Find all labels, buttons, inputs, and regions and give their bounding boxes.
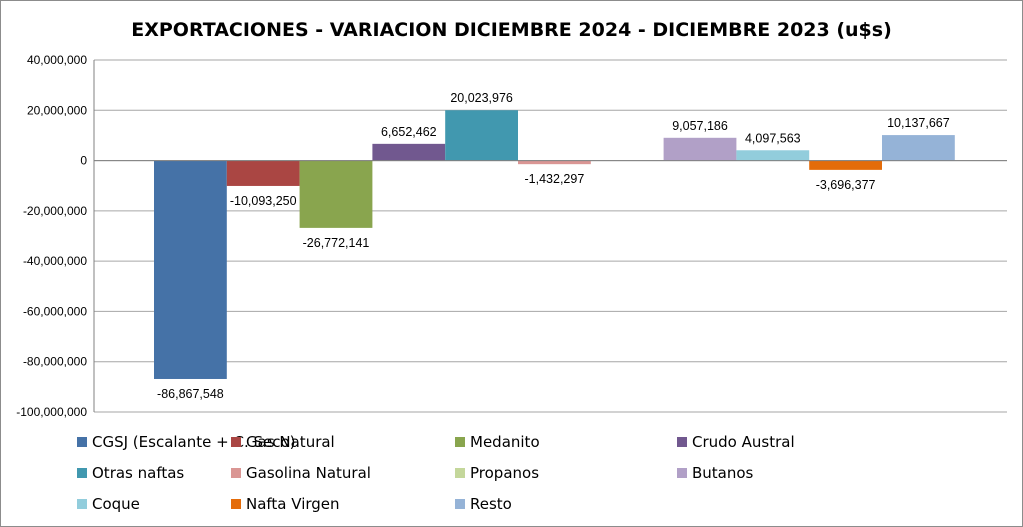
y-tick-label: -60,000,000 (23, 304, 87, 318)
y-tick-label: -40,000,000 (23, 254, 87, 268)
bar (882, 135, 955, 161)
bar (445, 110, 518, 161)
legend-label: CGSJ (Escalante + C. Seco) (92, 433, 296, 451)
legend-swatch (677, 468, 687, 478)
y-tick-label: 40,000,000 (27, 53, 87, 67)
legend-label: Gasolina Natural (246, 464, 371, 482)
bar (809, 160, 882, 170)
legend-item: Coque (77, 493, 140, 515)
legend-label: Nafta Virgen (246, 495, 340, 513)
legend-label: Otras naftas (92, 464, 185, 482)
legend-item: Butanos (677, 462, 753, 484)
legend-swatch (455, 499, 465, 509)
legend-item: Nafta Virgen (231, 493, 340, 515)
data-label: -1,432,297 (525, 172, 585, 186)
legend-swatch (77, 499, 87, 509)
data-label: -10,093,250 (230, 194, 297, 208)
legend-swatch (455, 437, 465, 447)
legend-item: CGSJ (Escalante + C. Seco) (77, 431, 296, 453)
legend-label: Gas Natural (246, 433, 335, 451)
bar (154, 160, 227, 379)
legend-swatch (455, 468, 465, 478)
legend-label: Butanos (692, 464, 754, 482)
legend-swatch (77, 468, 87, 478)
legend-label: Propanos (470, 464, 540, 482)
y-tick-label: 20,000,000 (27, 103, 87, 117)
data-label: 10,137,667 (887, 116, 950, 130)
chart-plot: 40,000,000 20,000,000 0 -20,000,000 -40,000,… (16, 53, 1007, 419)
y-tick-label: -20,000,000 (23, 204, 87, 218)
legend-label: Resto (470, 495, 512, 513)
data-label: 20,023,976 (450, 91, 513, 105)
legend-item: Gas Natural (231, 431, 335, 453)
data-label: -86,867,548 (157, 387, 224, 401)
legend-swatch (231, 499, 241, 509)
data-label: 9,057,186 (672, 119, 728, 133)
legend-label: Coque (92, 495, 140, 513)
legend-swatch (77, 437, 87, 447)
legend-item: Crudo Austral (677, 431, 795, 453)
legend-swatch (231, 468, 241, 478)
data-label: -3,696,377 (816, 178, 876, 192)
legend-swatch (231, 437, 241, 447)
legend-item: Resto (455, 493, 512, 515)
legend-item: Propanos (455, 462, 539, 484)
bar (226, 160, 300, 186)
legend-swatch (677, 437, 687, 447)
y-tick-label: 0 (80, 154, 87, 168)
bar (736, 150, 810, 161)
legend-item: Otras naftas (77, 462, 184, 484)
legend-label: Medanito (470, 433, 540, 451)
bar (518, 160, 591, 165)
data-label: 6,652,462 (381, 125, 437, 139)
data-label: -26,772,141 (303, 236, 370, 250)
legend-item: Medanito (455, 431, 540, 453)
bar (372, 143, 446, 161)
y-tick-label: -100,000,000 (16, 405, 87, 419)
bar (299, 160, 373, 228)
legend-item: Gasolina Natural (231, 462, 371, 484)
y-tick-label: -80,000,000 (23, 355, 87, 369)
legend-label: Crudo Austral (692, 433, 795, 451)
data-label: 4,097,563 (745, 131, 801, 145)
bar (663, 137, 737, 161)
chart-title: EXPORTACIONES - VARIACION DICIEMBRE 2024… (131, 19, 892, 41)
